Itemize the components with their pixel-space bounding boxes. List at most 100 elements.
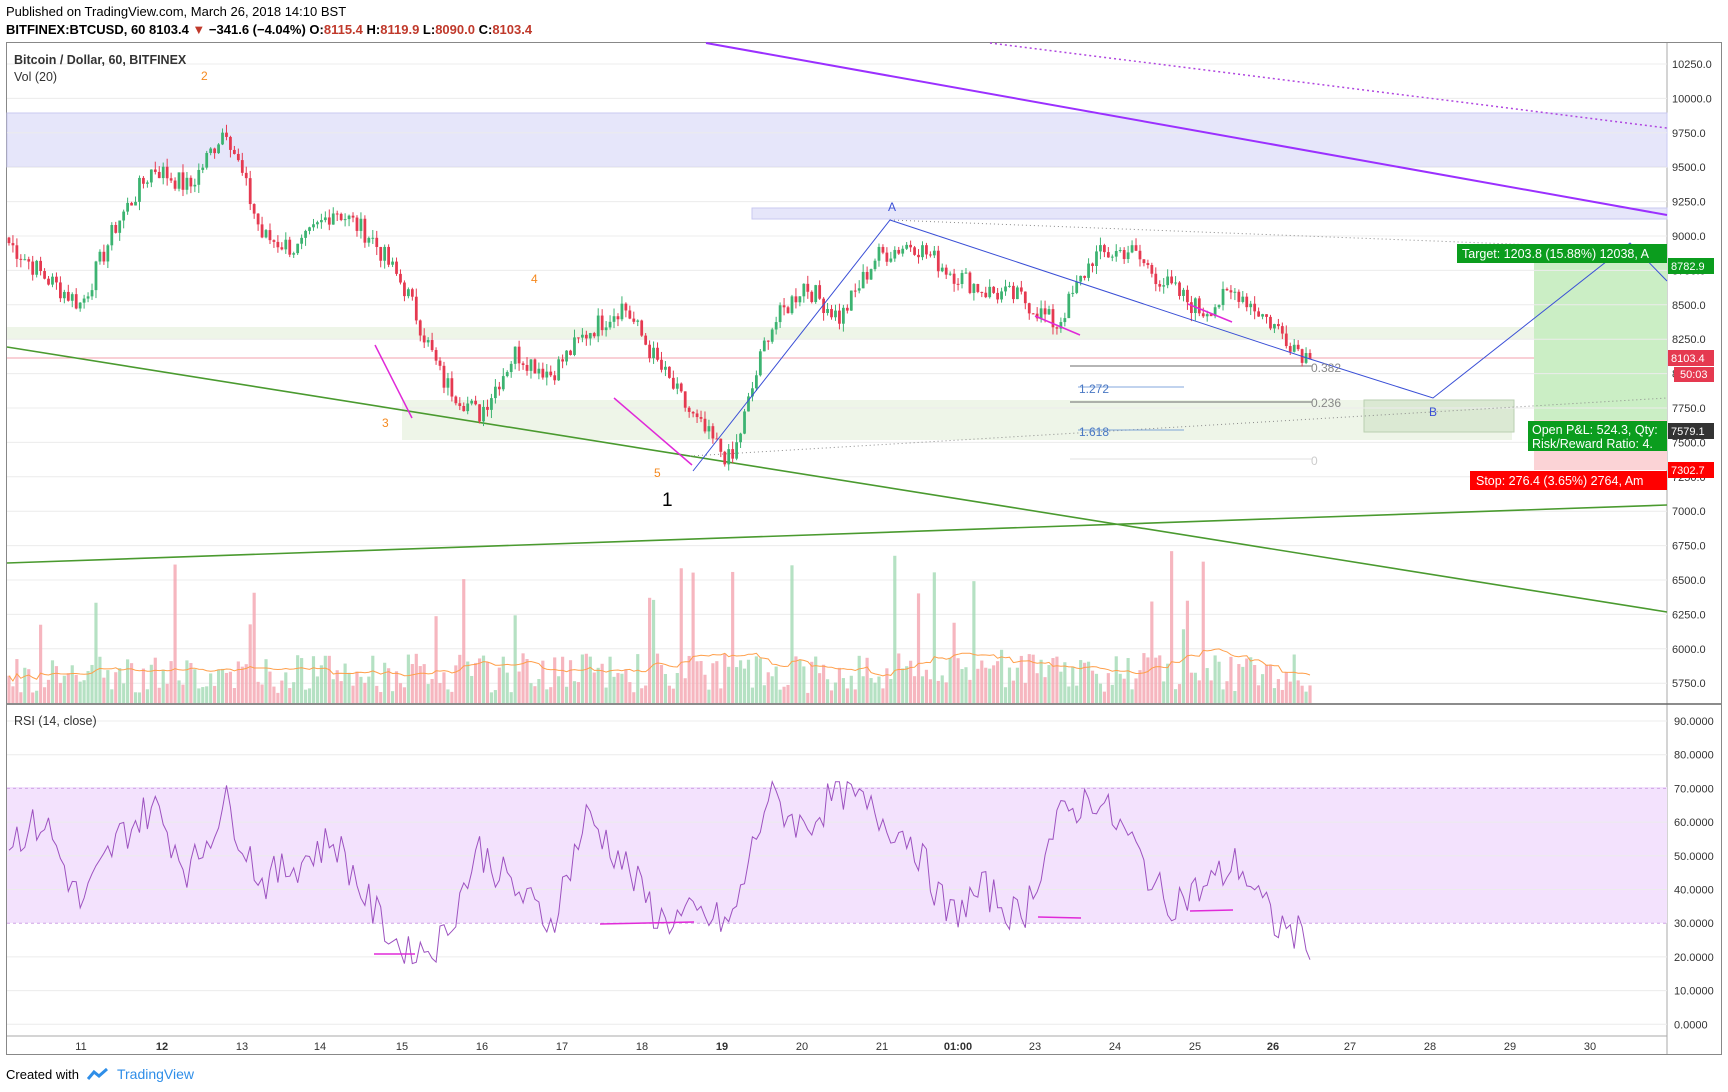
candle-body — [980, 291, 984, 293]
candle-body — [1059, 322, 1063, 329]
price-tick-label: 5750.0 — [1672, 678, 1706, 690]
candle-body — [1221, 288, 1225, 306]
volume-bar — [220, 668, 225, 703]
volume-bar — [521, 653, 525, 703]
candle-body — [1237, 291, 1241, 302]
upper-dotted-trendline[interactable] — [889, 219, 1668, 251]
entry-zone[interactable] — [1363, 399, 1515, 433]
volume-bar — [296, 655, 300, 703]
candle-body — [403, 282, 406, 297]
candle-body — [569, 350, 572, 355]
candle-body — [304, 230, 307, 238]
time-axis-label: 01:00 — [944, 1041, 972, 1053]
candle-body — [134, 201, 137, 206]
candle-body — [1154, 273, 1158, 285]
volume-bar — [371, 655, 375, 703]
candle-body — [822, 298, 825, 314]
volume-bar — [837, 667, 842, 703]
tradingview-logo-icon — [86, 1067, 108, 1080]
rsi-ticks: 90.0000 80.0000 70.0000 60.0000 50.0000 40.00… — [1674, 716, 1714, 1031]
rising-trendline[interactable] — [6, 504, 1668, 564]
price-candles — [7, 124, 1312, 471]
stop-price-tag — [1668, 462, 1714, 478]
volume-bar — [640, 688, 644, 703]
candle-body — [703, 418, 707, 432]
volume-bar — [1217, 661, 1221, 703]
volume-bar — [774, 666, 778, 703]
candle-body — [1138, 250, 1142, 260]
rsi-tick-label: 10.0000 — [1674, 986, 1714, 998]
volume-bar — [418, 666, 422, 703]
candle-body — [410, 289, 414, 297]
candle-body — [1122, 250, 1126, 260]
time-axis-label: 28 — [1424, 1041, 1436, 1053]
candle-body — [976, 284, 980, 292]
volume-bar — [31, 692, 35, 703]
position-profit-zone[interactable] — [1534, 254, 1667, 420]
rsi-line[interactable] — [8, 780, 1311, 965]
time-axis-label: 20 — [796, 1041, 808, 1053]
candle-body — [802, 283, 806, 297]
volume-bar — [916, 593, 921, 703]
rsi-tick-label: 60.0000 — [1674, 817, 1714, 829]
candle-body — [1083, 275, 1086, 278]
candle-body — [1079, 275, 1083, 282]
wave-a-label: A — [888, 200, 896, 214]
candle-body — [691, 411, 695, 414]
volume-bar — [873, 682, 877, 703]
channel-upper-line[interactable] — [705, 42, 1668, 216]
volume-bar — [671, 688, 675, 703]
volume-bar — [1027, 654, 1031, 703]
pnl-label-bg[interactable] — [1528, 421, 1667, 451]
volume-bar — [604, 687, 608, 703]
candle-body — [375, 237, 379, 247]
candle-body — [561, 359, 564, 362]
stop-label-bg[interactable] — [1470, 471, 1667, 490]
volume-bar — [394, 671, 399, 703]
falling-trendline[interactable] — [6, 346, 1668, 613]
candle-body — [300, 237, 303, 244]
volume-bar — [252, 592, 256, 703]
candle-body — [27, 259, 31, 262]
candle-body — [434, 350, 438, 361]
volume-bar — [928, 679, 932, 703]
volume-bar — [580, 654, 584, 703]
volume-bar — [1280, 689, 1284, 703]
candle-body — [897, 249, 901, 254]
candle-body — [968, 272, 972, 293]
candle-body — [339, 213, 343, 221]
volume-bar — [746, 659, 751, 703]
volume-bar — [1067, 686, 1071, 703]
candle-body — [533, 359, 537, 374]
volume-bar — [169, 661, 173, 703]
candle-body — [276, 241, 280, 248]
volume-bar — [750, 687, 755, 703]
candle-body — [161, 166, 165, 179]
candle-body — [466, 403, 470, 412]
candle-body — [830, 308, 833, 318]
demand-zone[interactable] — [402, 400, 1512, 440]
volume-bar — [7, 675, 11, 703]
candle-body — [490, 398, 493, 410]
candle-body — [343, 219, 347, 221]
candle-body — [142, 177, 145, 184]
volume-bar — [240, 666, 244, 703]
volume-bar — [315, 676, 320, 703]
volume-bar — [197, 688, 201, 703]
target-label-bg[interactable] — [1457, 244, 1667, 263]
resistance-zone[interactable] — [751, 207, 1668, 220]
volume-bar — [327, 655, 331, 703]
candle-body — [55, 276, 58, 283]
candle-body — [517, 346, 521, 364]
tradingview-brand[interactable]: TradingView — [116, 1066, 195, 1082]
volume-bar — [1162, 681, 1166, 703]
chart-canvas[interactable]: 10250.0 10000.0 9750.0 9500.0 9250.0 9000.0 87… — [0, 0, 1728, 1060]
channel-dotted-line[interactable] — [989, 42, 1668, 129]
supply-zone[interactable] — [6, 112, 1668, 168]
volume-bar — [161, 669, 165, 703]
candle-body — [845, 307, 849, 311]
candle-body — [1292, 344, 1296, 352]
volume-bar — [50, 660, 55, 703]
candle-body — [414, 296, 418, 321]
volume-bar — [572, 681, 577, 703]
